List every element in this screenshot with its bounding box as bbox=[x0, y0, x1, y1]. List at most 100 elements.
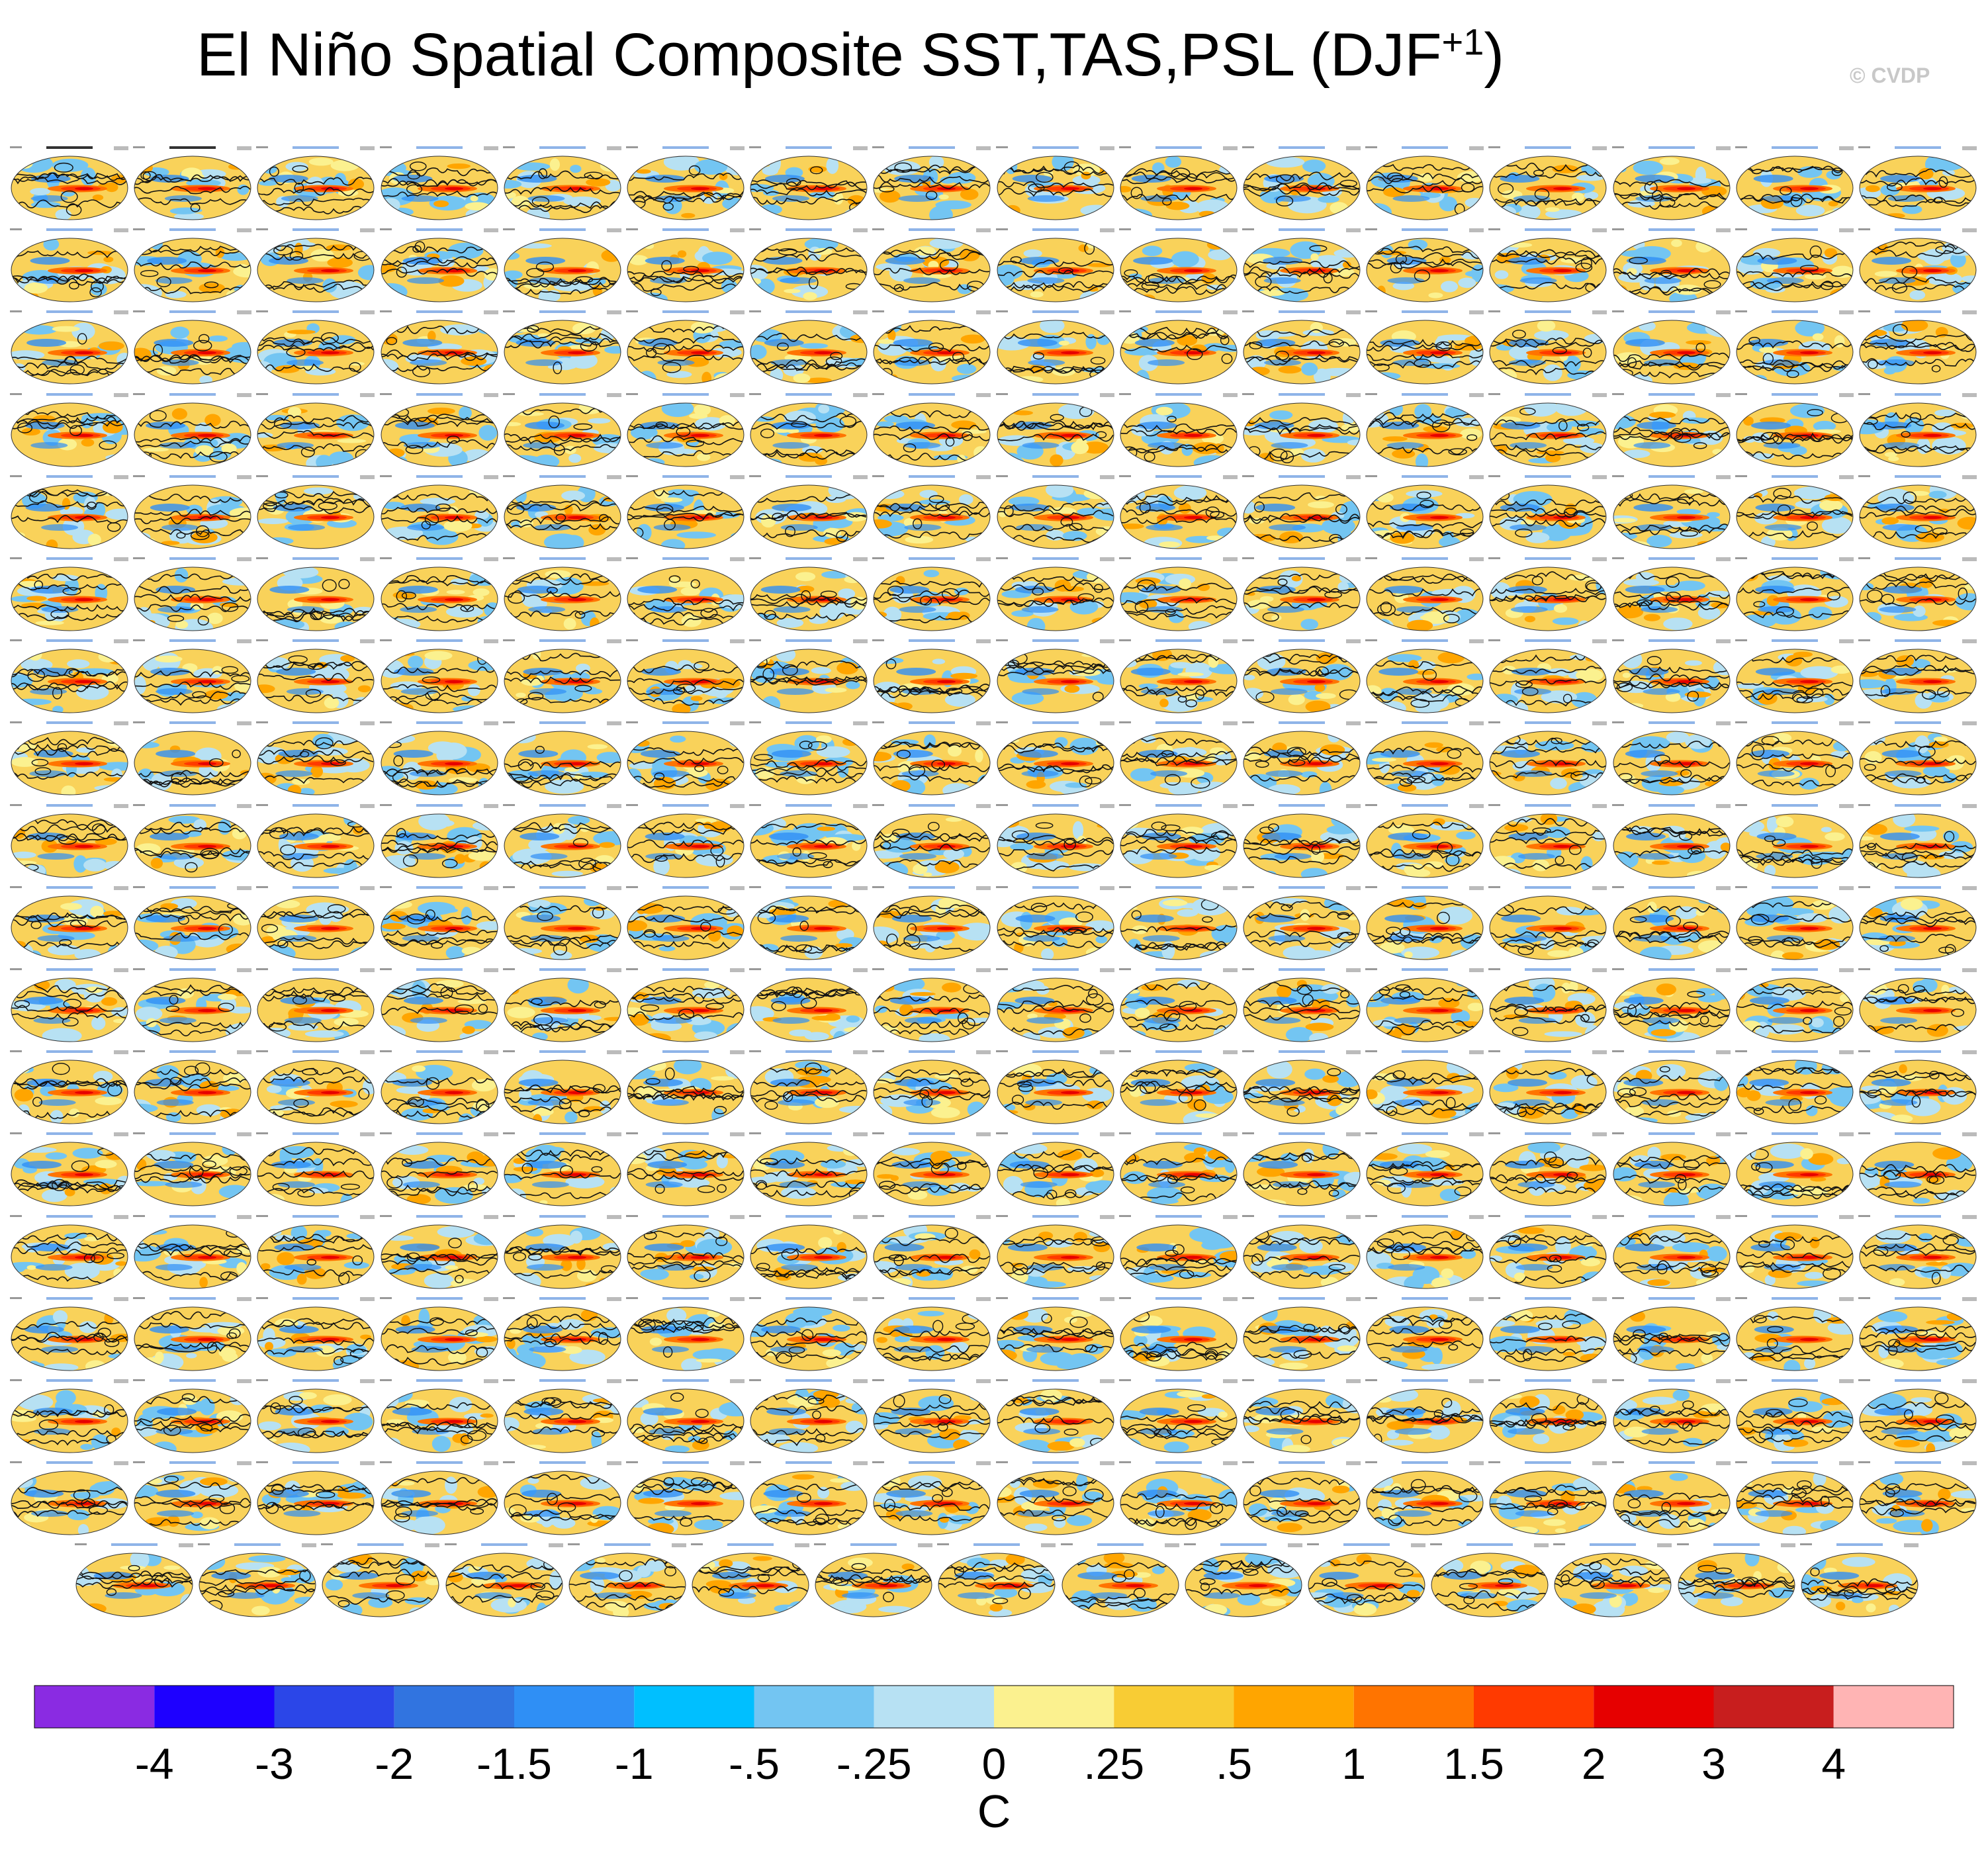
composite-map-panel bbox=[1117, 144, 1240, 224]
composite-map-panel bbox=[8, 308, 131, 388]
composite-map-panel bbox=[1363, 473, 1486, 553]
composite-map-panel bbox=[1610, 308, 1733, 388]
composite-map-panel bbox=[501, 1130, 624, 1210]
composite-map-panel bbox=[1733, 1377, 1856, 1457]
composite-map-panel bbox=[1117, 1459, 1240, 1539]
composite-map-panel bbox=[501, 802, 624, 881]
composite-map-panel bbox=[378, 1377, 501, 1457]
composite-map-panel bbox=[254, 1377, 377, 1457]
composite-map-panel bbox=[8, 1213, 131, 1292]
composite-map-panel bbox=[131, 1377, 254, 1457]
composite-map-panel bbox=[1486, 637, 1609, 717]
composite-map-panel bbox=[994, 802, 1117, 881]
composite-map-panel bbox=[378, 1130, 501, 1210]
colorbar-swatch bbox=[1833, 1686, 1954, 1728]
composite-map-panel bbox=[196, 1541, 319, 1621]
composite-map-panel bbox=[1856, 1048, 1979, 1128]
composite-map-panel bbox=[1363, 555, 1486, 635]
composite-map-panel bbox=[501, 1213, 624, 1292]
composite-map-panel bbox=[624, 1130, 747, 1210]
composite-map-panel bbox=[1117, 555, 1240, 635]
composite-map-panel bbox=[1610, 1213, 1733, 1292]
composite-map-panel bbox=[624, 1295, 747, 1375]
composite-map-panel bbox=[870, 473, 993, 553]
composite-map-panel bbox=[1363, 637, 1486, 717]
composite-map-panel bbox=[254, 637, 377, 717]
composite-map-panel bbox=[747, 1130, 870, 1210]
composite-map-panel bbox=[501, 144, 624, 224]
composite-map-panel bbox=[1305, 1541, 1428, 1621]
panel-grid bbox=[8, 144, 1979, 1617]
composite-map-panel bbox=[378, 391, 501, 471]
composite-map-panel bbox=[1856, 308, 1979, 388]
composite-map-panel bbox=[378, 226, 501, 306]
colorbar-tick-label: 4 bbox=[1821, 1739, 1846, 1788]
composite-map-panel bbox=[254, 719, 377, 799]
composite-map-panel bbox=[624, 144, 747, 224]
composite-map-panel bbox=[1856, 555, 1979, 635]
composite-map-panel bbox=[1486, 1295, 1609, 1375]
composite-map-panel bbox=[624, 1459, 747, 1539]
composite-map-panel bbox=[8, 1295, 131, 1375]
composite-map-panel bbox=[1059, 1541, 1182, 1621]
composite-map-panel bbox=[1610, 226, 1733, 306]
composite-map-panel bbox=[1240, 884, 1363, 964]
composite-map-panel bbox=[1675, 1541, 1798, 1621]
composite-map-panel bbox=[624, 966, 747, 1046]
composite-map-panel bbox=[870, 391, 993, 471]
composite-map-panel bbox=[1240, 719, 1363, 799]
composite-map-panel bbox=[747, 144, 870, 224]
composite-map-panel bbox=[994, 1459, 1117, 1539]
composite-map-panel bbox=[319, 1541, 442, 1621]
colorbar-swatch bbox=[514, 1686, 635, 1728]
composite-map-panel bbox=[1610, 719, 1733, 799]
composite-map-panel bbox=[8, 1377, 131, 1457]
composite-map-panel bbox=[501, 719, 624, 799]
composite-map-panel bbox=[1856, 1213, 1979, 1292]
colorbar-tick-label: 0 bbox=[981, 1739, 1007, 1788]
composite-map-panel bbox=[254, 802, 377, 881]
colorbar-tick-label: 1 bbox=[1341, 1739, 1367, 1788]
colorbar-swatch bbox=[754, 1686, 874, 1728]
colorbar-swatch bbox=[1234, 1686, 1354, 1728]
composite-map-panel bbox=[1733, 1048, 1856, 1128]
composite-map-panel bbox=[870, 308, 993, 388]
composite-map-panel bbox=[747, 1377, 870, 1457]
composite-map-panel bbox=[378, 1459, 501, 1539]
composite-map-panel bbox=[566, 1541, 689, 1621]
composite-map-panel bbox=[1117, 966, 1240, 1046]
composite-map-panel bbox=[747, 719, 870, 799]
composite-map-panel bbox=[8, 1048, 131, 1128]
composite-map-panel bbox=[1733, 637, 1856, 717]
composite-map-panel bbox=[624, 555, 747, 635]
composite-map-panel bbox=[994, 391, 1117, 471]
composite-map-panel bbox=[1610, 884, 1733, 964]
composite-map-panel bbox=[624, 884, 747, 964]
colorbar-tick-label: -4 bbox=[134, 1739, 174, 1788]
composite-map-panel bbox=[1856, 1130, 1979, 1210]
colorbar-tick-label: -3 bbox=[255, 1739, 294, 1788]
composite-map-panel bbox=[994, 719, 1117, 799]
composite-map-panel bbox=[1363, 391, 1486, 471]
composite-map-panel bbox=[994, 308, 1117, 388]
composite-map-panel bbox=[1486, 1459, 1609, 1539]
composite-map-panel bbox=[254, 1130, 377, 1210]
composite-map-panel bbox=[1610, 637, 1733, 717]
composite-map-panel bbox=[1240, 1130, 1363, 1210]
composite-map-panel bbox=[870, 884, 993, 964]
composite-map-panel bbox=[73, 1541, 196, 1621]
composite-map-panel bbox=[1363, 1130, 1486, 1210]
composite-map-panel bbox=[1610, 802, 1733, 881]
chart-title: El Niño Spatial Composite SST,TAS,PSL (D… bbox=[196, 21, 1505, 89]
composite-map-panel bbox=[131, 473, 254, 553]
composite-map-panel bbox=[8, 719, 131, 799]
composite-map-panel bbox=[131, 719, 254, 799]
colorbar-tick-label: 1.5 bbox=[1443, 1739, 1504, 1788]
composite-map-panel bbox=[1486, 966, 1609, 1046]
composite-map-panel bbox=[131, 1459, 254, 1539]
composite-map-panel bbox=[8, 144, 131, 224]
composite-map-panel bbox=[870, 144, 993, 224]
composite-map-panel bbox=[1733, 226, 1856, 306]
composite-map-panel bbox=[870, 802, 993, 881]
colorbar-tick-label: .5 bbox=[1215, 1739, 1253, 1788]
